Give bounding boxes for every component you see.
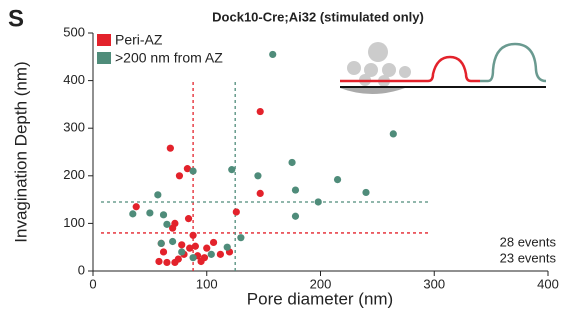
x-tick-label: 0 bbox=[89, 276, 96, 291]
point bbox=[228, 166, 235, 173]
x-tick-label: 300 bbox=[423, 276, 445, 291]
point bbox=[163, 221, 170, 228]
y-tick-label: 200 bbox=[63, 167, 85, 182]
point bbox=[390, 130, 397, 137]
legend-swatch bbox=[97, 52, 111, 64]
point bbox=[176, 172, 183, 179]
point bbox=[292, 213, 299, 220]
point bbox=[233, 208, 240, 215]
point bbox=[362, 189, 369, 196]
point bbox=[167, 145, 174, 152]
point bbox=[315, 198, 322, 205]
point bbox=[269, 51, 276, 58]
point bbox=[178, 248, 185, 255]
point bbox=[163, 259, 170, 266]
point bbox=[334, 176, 341, 183]
point bbox=[154, 191, 161, 198]
point bbox=[185, 215, 192, 222]
point bbox=[155, 258, 162, 265]
point bbox=[175, 256, 182, 263]
point bbox=[288, 159, 295, 166]
point bbox=[208, 251, 215, 258]
point bbox=[171, 220, 178, 227]
point bbox=[158, 240, 165, 247]
page: {"chart_data": {"type": "scatter", "pane… bbox=[0, 0, 574, 315]
point bbox=[133, 203, 140, 210]
point bbox=[197, 258, 204, 265]
point bbox=[292, 186, 299, 193]
legend-swatch bbox=[97, 34, 111, 46]
point bbox=[257, 190, 264, 197]
point bbox=[203, 245, 210, 252]
point bbox=[254, 172, 261, 179]
point bbox=[129, 210, 136, 217]
x-tick-label: 100 bbox=[196, 276, 218, 291]
legend-label: Peri-AZ bbox=[115, 32, 163, 48]
x-tick-label: 400 bbox=[537, 276, 559, 291]
event-count: 23 events bbox=[500, 250, 557, 265]
point bbox=[178, 241, 185, 248]
panel-label: S bbox=[8, 5, 24, 32]
point bbox=[217, 251, 224, 258]
chart: S Dock10-Cre;Ai32 (stimulated only) Pore… bbox=[0, 0, 574, 315]
point bbox=[146, 209, 153, 216]
y-tick-label: 300 bbox=[63, 120, 85, 135]
y-axis-label: Invagination Depth (nm) bbox=[11, 61, 30, 242]
point bbox=[224, 244, 231, 251]
diagram-icon bbox=[340, 42, 546, 94]
chart-title: Dock10-Cre;Ai32 (stimulated only) bbox=[212, 9, 424, 24]
point bbox=[190, 232, 197, 239]
y-tick-label: 100 bbox=[63, 215, 85, 230]
point bbox=[190, 167, 197, 174]
point bbox=[160, 248, 167, 255]
x-axis-label: Pore diameter (nm) bbox=[247, 289, 393, 308]
legend-label: >200 nm from AZ bbox=[115, 50, 223, 66]
point bbox=[210, 239, 217, 246]
point bbox=[257, 108, 264, 115]
point bbox=[237, 234, 244, 241]
y-tick-label: 500 bbox=[63, 24, 85, 39]
x-tick-label: 200 bbox=[310, 276, 332, 291]
y-tick-label: 400 bbox=[63, 72, 85, 87]
point bbox=[169, 238, 176, 245]
point bbox=[160, 211, 167, 218]
y-tick-label: 0 bbox=[78, 262, 85, 277]
point bbox=[186, 245, 193, 252]
event-count: 28 events bbox=[500, 234, 557, 249]
point bbox=[190, 254, 197, 261]
